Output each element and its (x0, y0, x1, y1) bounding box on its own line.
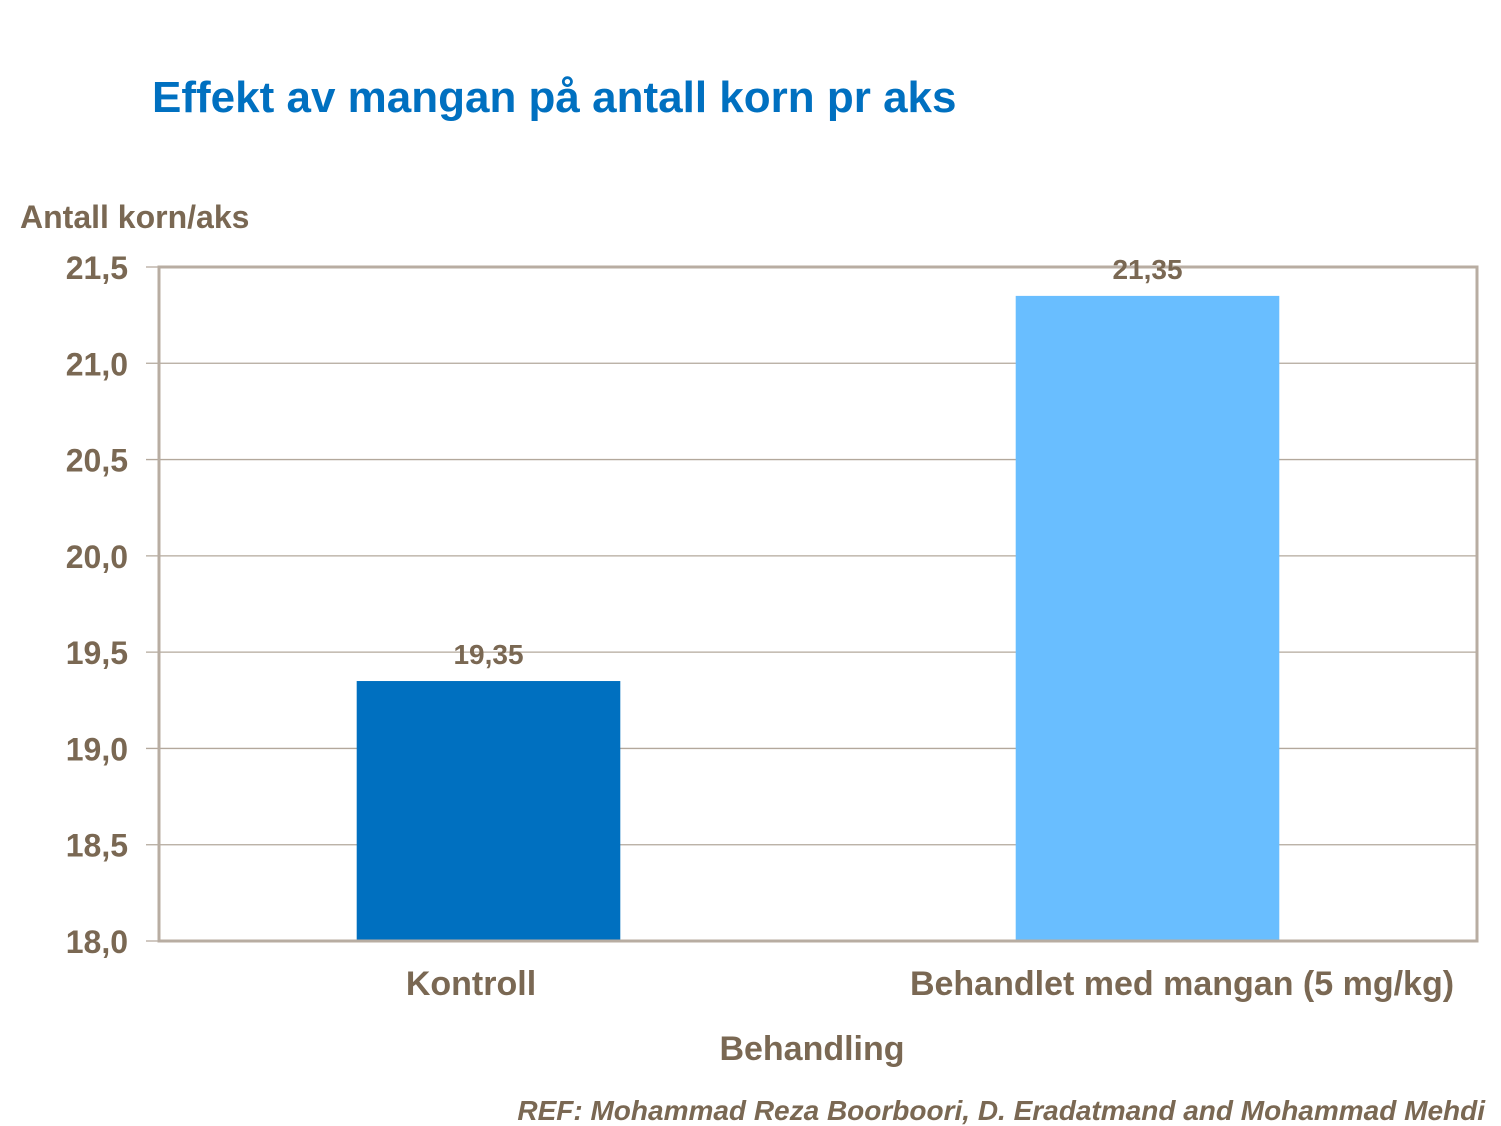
plot-frame (157, 265, 1479, 943)
y-tick-label: 18,5 (66, 828, 128, 864)
y-tick-label: 21,0 (66, 346, 128, 382)
bar (356, 681, 621, 941)
y-axis-title: Antall korn/aks (20, 199, 249, 235)
y-tick-label: 20,0 (66, 539, 128, 575)
x-tick-label: Behandlet med mangan (5 mg/kg) (910, 965, 1454, 1003)
data-labels: 19,35 21,35 (453, 254, 1182, 670)
data-label: 19,35 (453, 639, 523, 670)
chart-title: Effekt av mangan på antall korn pr aks (152, 73, 956, 122)
reference-note: REF: Mohammad Reza Boorboori, D. Eradatm… (517, 1095, 1486, 1126)
data-label: 21,35 (1112, 254, 1182, 285)
y-tick-label: 19,5 (66, 635, 128, 671)
bar (1015, 295, 1280, 941)
y-tick-label: 21,5 (66, 250, 128, 286)
x-tick-label: Kontroll (406, 965, 536, 1003)
x-axis-title: Behandling (719, 1030, 904, 1068)
bars (356, 295, 1280, 941)
y-tick-labels: 18,0 18,5 19,0 19,5 20,0 20,5 21,0 21,5 (66, 250, 128, 960)
y-tick-label: 20,5 (66, 443, 128, 479)
x-tick-labels: Kontroll Behandlet med mangan (5 mg/kg) (406, 965, 1454, 1003)
y-tick-label: 18,0 (66, 924, 128, 960)
y-tick-label: 19,0 (66, 731, 128, 767)
